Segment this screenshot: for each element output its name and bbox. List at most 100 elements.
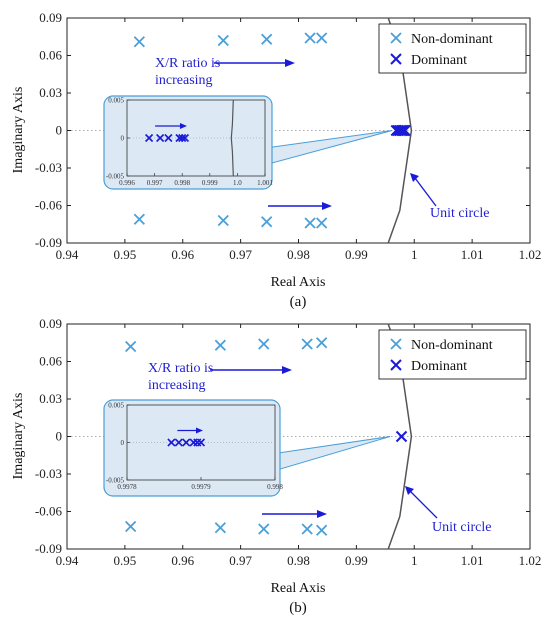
non-dominant-point-b-stroke2 — [214, 522, 227, 534]
inset-arrow-a — [155, 123, 187, 129]
x-tick-label-a: 1.02 — [519, 247, 542, 262]
inset-x-tick-label-a: 0.996 — [119, 179, 135, 187]
unit-circle-annotation-b: Unit circle — [432, 520, 491, 535]
inset-y-tick-label-b: 0.005 — [108, 402, 124, 410]
y-tick-label-a: 0.09 — [39, 10, 62, 25]
y-tick-label-b: 0.06 — [39, 354, 62, 369]
x-tick-label-a: 0.99 — [345, 247, 368, 262]
non-dominant-point-b-stroke2 — [125, 340, 137, 353]
inset-dominant-point-a — [156, 133, 165, 143]
non-dominant-point-a — [304, 217, 316, 229]
inset-dominant-point-a-stroke2 — [180, 133, 190, 143]
legend-marker-b — [390, 338, 402, 350]
y-axis-label-b: Imaginary Axis — [11, 393, 26, 480]
non-dominant-point-b — [125, 340, 137, 353]
inset-y-tick-label-b: 0 — [121, 439, 125, 447]
x-tick-label-a: 1 — [411, 247, 418, 262]
dominant-point-a — [399, 124, 411, 137]
non-dominant-point-a-stroke2 — [133, 213, 145, 225]
unit-circle-pointer-b — [405, 486, 438, 519]
non-dominant-point-a — [217, 34, 229, 47]
non-dominant-point-a-stroke2 — [217, 214, 229, 227]
y-tick-label-a: 0.03 — [39, 85, 62, 100]
non-dominant-point-a — [133, 213, 145, 225]
y-tick-label-b: -0.06 — [35, 504, 63, 519]
y-tick-label-b: 0.03 — [39, 391, 62, 406]
non-dominant-point-a-stroke2 — [304, 32, 316, 44]
inset-dominant-point-b — [174, 438, 183, 447]
non-dominant-point-b — [316, 337, 328, 349]
non-dominant-point-a-stroke2 — [261, 33, 273, 45]
unit-circle-annotation-a: Unit circle — [430, 206, 489, 221]
inset-dominant-point-a — [145, 133, 154, 143]
ratio-arrow-lower-a-head — [322, 202, 332, 210]
dominant-point-a-stroke2 — [394, 124, 406, 137]
non-dominant-point-b — [214, 522, 227, 534]
x-tick-label-b: 0.98 — [287, 553, 310, 568]
inset-dominant-point-b — [196, 438, 206, 447]
inset-arrow-head-b — [196, 427, 203, 434]
y-tick-label-b: -0.03 — [35, 466, 62, 481]
inset-callout-pointer-a — [271, 130, 393, 164]
non-dominant-point-b — [258, 523, 270, 535]
legend-marker-a — [390, 32, 402, 44]
ratio-arrow-lower-a — [268, 202, 332, 210]
inset-x-tick-label-a: 0.999 — [202, 179, 218, 187]
ratio-arrow-lower-b — [262, 510, 327, 518]
unit-circle-pointer-a — [410, 173, 437, 207]
inset-dominant-point-a — [164, 133, 173, 143]
non-dominant-point-b — [125, 520, 137, 533]
inset-dominant-point-b-stroke2 — [174, 438, 183, 447]
inset-dominant-point-a — [180, 133, 190, 143]
non-dominant-point-b-stroke2 — [301, 338, 313, 350]
ratio-arrow-b — [210, 366, 292, 374]
non-dominant-point-a-stroke2 — [316, 217, 328, 229]
inset-y-tick-label-a: 0 — [121, 135, 125, 143]
legend-entry-b: Non-dominant — [411, 338, 493, 353]
legend-marker-b — [390, 359, 402, 371]
inset-x-tick-label-b: 0.9978 — [117, 483, 137, 491]
x-tick-label-a: 1.01 — [461, 247, 484, 262]
non-dominant-point-a-stroke2 — [217, 34, 229, 47]
non-dominant-point-b-stroke2 — [214, 339, 227, 351]
inset-dominant-point-a-stroke2 — [178, 133, 187, 143]
x-tick-label-b: 1.02 — [519, 553, 542, 568]
legend-entry-a: Non-dominant — [411, 32, 493, 47]
non-dominant-point-a-stroke2 — [316, 32, 328, 44]
inset-x-tick-label-a: 0.997 — [147, 179, 163, 187]
x-tick-label-b: 0.95 — [114, 553, 137, 568]
inset-dominant-point-a — [178, 133, 187, 143]
non-dominant-point-b — [214, 339, 227, 351]
inset-x-tick-label-a: 1.0 — [233, 179, 242, 187]
legend-box-a — [378, 23, 527, 74]
y-tick-label-b: 0 — [56, 429, 63, 444]
y-tick-label-b: -0.09 — [35, 541, 62, 556]
inset-dominant-point-a-stroke2 — [156, 133, 165, 143]
non-dominant-point-b — [301, 523, 313, 535]
non-dominant-point-b-stroke2 — [316, 337, 328, 349]
inset-callout-pointer-b — [279, 436, 391, 470]
legend-marker-a-stroke2 — [390, 53, 402, 65]
non-dominant-point-b — [301, 338, 313, 350]
unit-circle-pointer-shaft-a — [414, 177, 437, 207]
non-dominant-point-a — [133, 36, 145, 48]
ratio-arrow-b-head — [282, 366, 292, 374]
y-tick-label-a: -0.03 — [35, 160, 62, 175]
non-dominant-point-a — [261, 216, 273, 228]
non-dominant-point-b-stroke2 — [125, 520, 137, 533]
inset-x-tick-label-b: 0.9979 — [191, 483, 211, 491]
ratio-annotation-b-line1: X/R ratio is — [148, 361, 213, 376]
inset-x-tick-label-b: 0.998 — [267, 483, 283, 491]
non-dominant-point-a — [316, 217, 328, 229]
inset-dominant-point-b — [182, 438, 191, 447]
inset-x-tick-label-a: 0.998 — [174, 179, 190, 187]
ratio-annotation-a-line2: increasing — [155, 73, 213, 88]
non-dominant-point-a-stroke2 — [133, 36, 145, 48]
ratio-annotation-b-line2: increasing — [148, 378, 206, 393]
non-dominant-point-a — [304, 32, 316, 44]
inset-dominant-point-b-stroke2 — [196, 438, 206, 447]
x-tick-label-b: 0.94 — [56, 553, 79, 568]
inset-unit-circle-a — [230, 99, 234, 177]
ratio-annotation-a-line1: X/R ratio is — [155, 56, 220, 71]
non-dominant-point-a — [261, 33, 273, 45]
